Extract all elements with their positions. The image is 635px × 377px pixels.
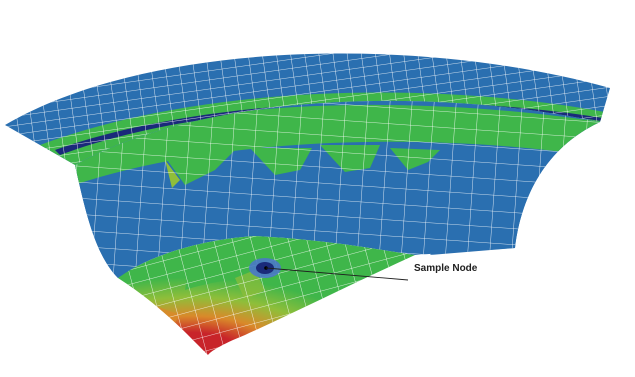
annotation-leader-line: [265, 267, 409, 281]
sample-node-label: Sample Node: [414, 263, 478, 274]
sample-node-marker[interactable]: [249, 258, 281, 278]
